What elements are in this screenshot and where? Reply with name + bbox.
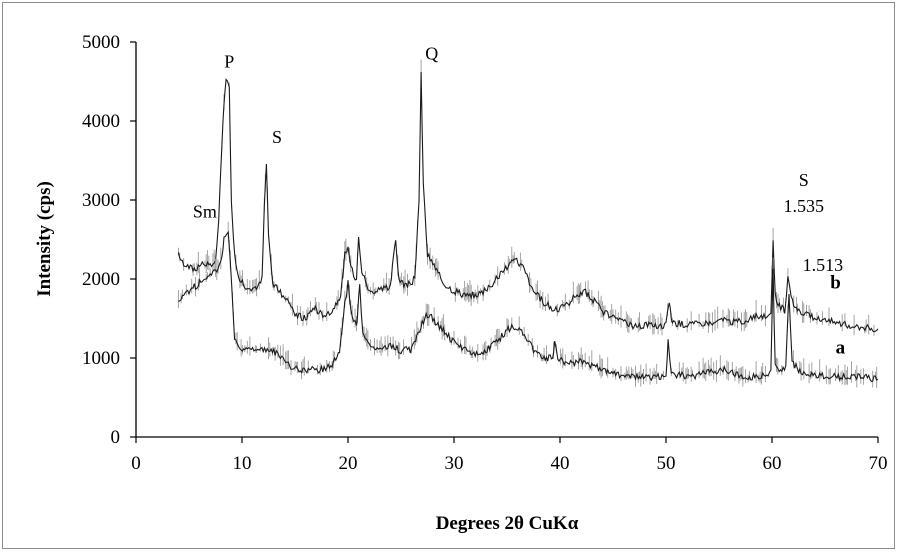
x-tick-label: 60 <box>763 453 782 474</box>
peak-annotation: Q <box>425 43 438 63</box>
peak-annotation: 1.513 <box>803 255 844 275</box>
y-tick-label: 1000 <box>82 348 120 369</box>
y-ticks: 0 1000 2000 3000 4000 5000 <box>82 32 136 448</box>
axes-layer <box>135 42 878 438</box>
series-labels: ba <box>830 272 845 358</box>
series-b-noise <box>177 59 875 336</box>
y-axis-title: Intensity (cps) <box>34 181 55 297</box>
series-a-line <box>178 230 879 383</box>
x-tick-label: 20 <box>339 453 358 474</box>
series-layer <box>177 59 879 388</box>
x-tick-label: 70 <box>869 453 888 474</box>
series-b-label: b <box>830 272 841 293</box>
peak-annotation: S <box>272 127 282 147</box>
y-tick-label: 3000 <box>82 190 120 211</box>
y-tick-label: 2000 <box>82 269 120 290</box>
series-b-line <box>177 71 879 333</box>
series-a-label: a <box>836 337 846 358</box>
x-tick-label: 0 <box>131 453 141 474</box>
x-ticks: 0 10 20 30 40 50 60 70 <box>131 437 888 474</box>
y-tick-label: 4000 <box>82 111 120 132</box>
x-tick-label: 50 <box>657 453 676 474</box>
peak-annotation: P <box>224 51 234 71</box>
x-axis-title: Degrees 2θ CuKα <box>436 513 579 534</box>
peak-annotation: Sm <box>193 201 217 221</box>
x-tick-label: 30 <box>445 453 464 474</box>
x-tick-label: 10 <box>233 453 252 474</box>
y-tick-label: 0 <box>111 427 121 448</box>
y-tick-label: 5000 <box>82 32 120 53</box>
peak-annotation: 1.535 <box>784 196 825 216</box>
peak-annotation: S <box>799 170 809 190</box>
annotations: P S Q Sm S 1.535 1.513 <box>193 43 843 275</box>
x-tick-label: 40 <box>551 453 570 474</box>
